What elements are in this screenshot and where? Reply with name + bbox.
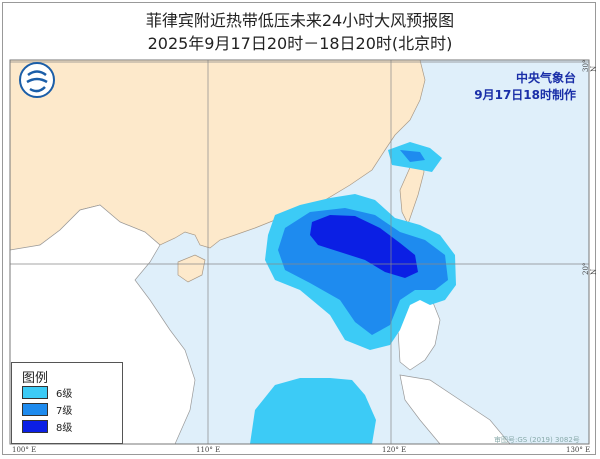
legend-item-6: 6级	[22, 385, 72, 400]
legend-label: 8级	[56, 423, 73, 434]
map-approval-number: 审图号:GS (2019) 3082号	[494, 436, 580, 444]
legend-item-7: 7级	[22, 402, 72, 417]
cma-logo-icon	[19, 62, 55, 98]
hainan-island	[177, 254, 206, 283]
map-frame	[2, 2, 596, 455]
issued-time: 9月17日18时制作	[474, 88, 576, 102]
legend-swatch	[22, 403, 48, 416]
graticule	[10, 60, 589, 444]
lon-label-130: 130° E	[566, 446, 591, 454]
lat-label-30: 30° N	[582, 59, 598, 72]
map-title: 菲律宾附近热带低压未来24小时大风预报图	[145, 11, 455, 30]
agency-name: 中央气象台	[515, 71, 576, 85]
lat-label-20: 20° N	[582, 262, 598, 275]
legend-swatch	[22, 386, 48, 399]
agency-block: 中央气象台 9月17日18时制作	[474, 70, 576, 104]
legend-title: 图例	[22, 371, 49, 386]
map-subtitle: 2025年9月17日20时－18日20时(北京时)	[147, 34, 453, 53]
legend-label: 6级	[56, 389, 73, 400]
legend-label: 7级	[56, 406, 73, 417]
legend-item-8: 8级	[22, 419, 72, 434]
lon-label-110: 110° E	[196, 446, 221, 454]
lon-label-100: 100° E	[12, 446, 37, 454]
lon-label-120: 120° E	[382, 446, 407, 454]
legend-swatch	[22, 420, 48, 433]
legend: 图例 6级 7级 8级	[11, 362, 123, 444]
